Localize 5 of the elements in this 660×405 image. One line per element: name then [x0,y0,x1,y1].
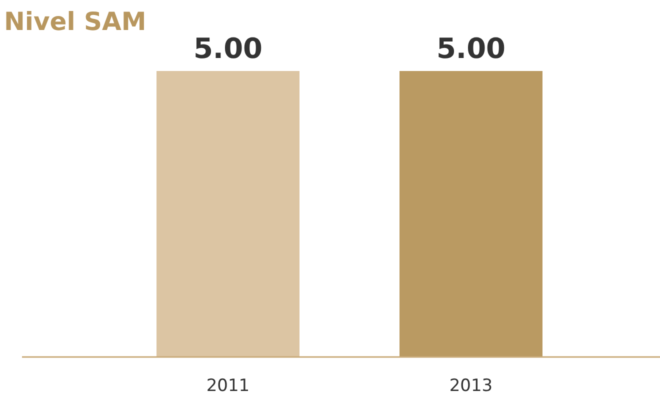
chart-title: Nivel SAM [4,7,146,36]
x-tick-label: 2011 [206,376,250,396]
data-label: 5.00 [193,32,263,65]
data-label: 5.00 [436,32,506,65]
x-tick-label: 2013 [449,376,493,396]
